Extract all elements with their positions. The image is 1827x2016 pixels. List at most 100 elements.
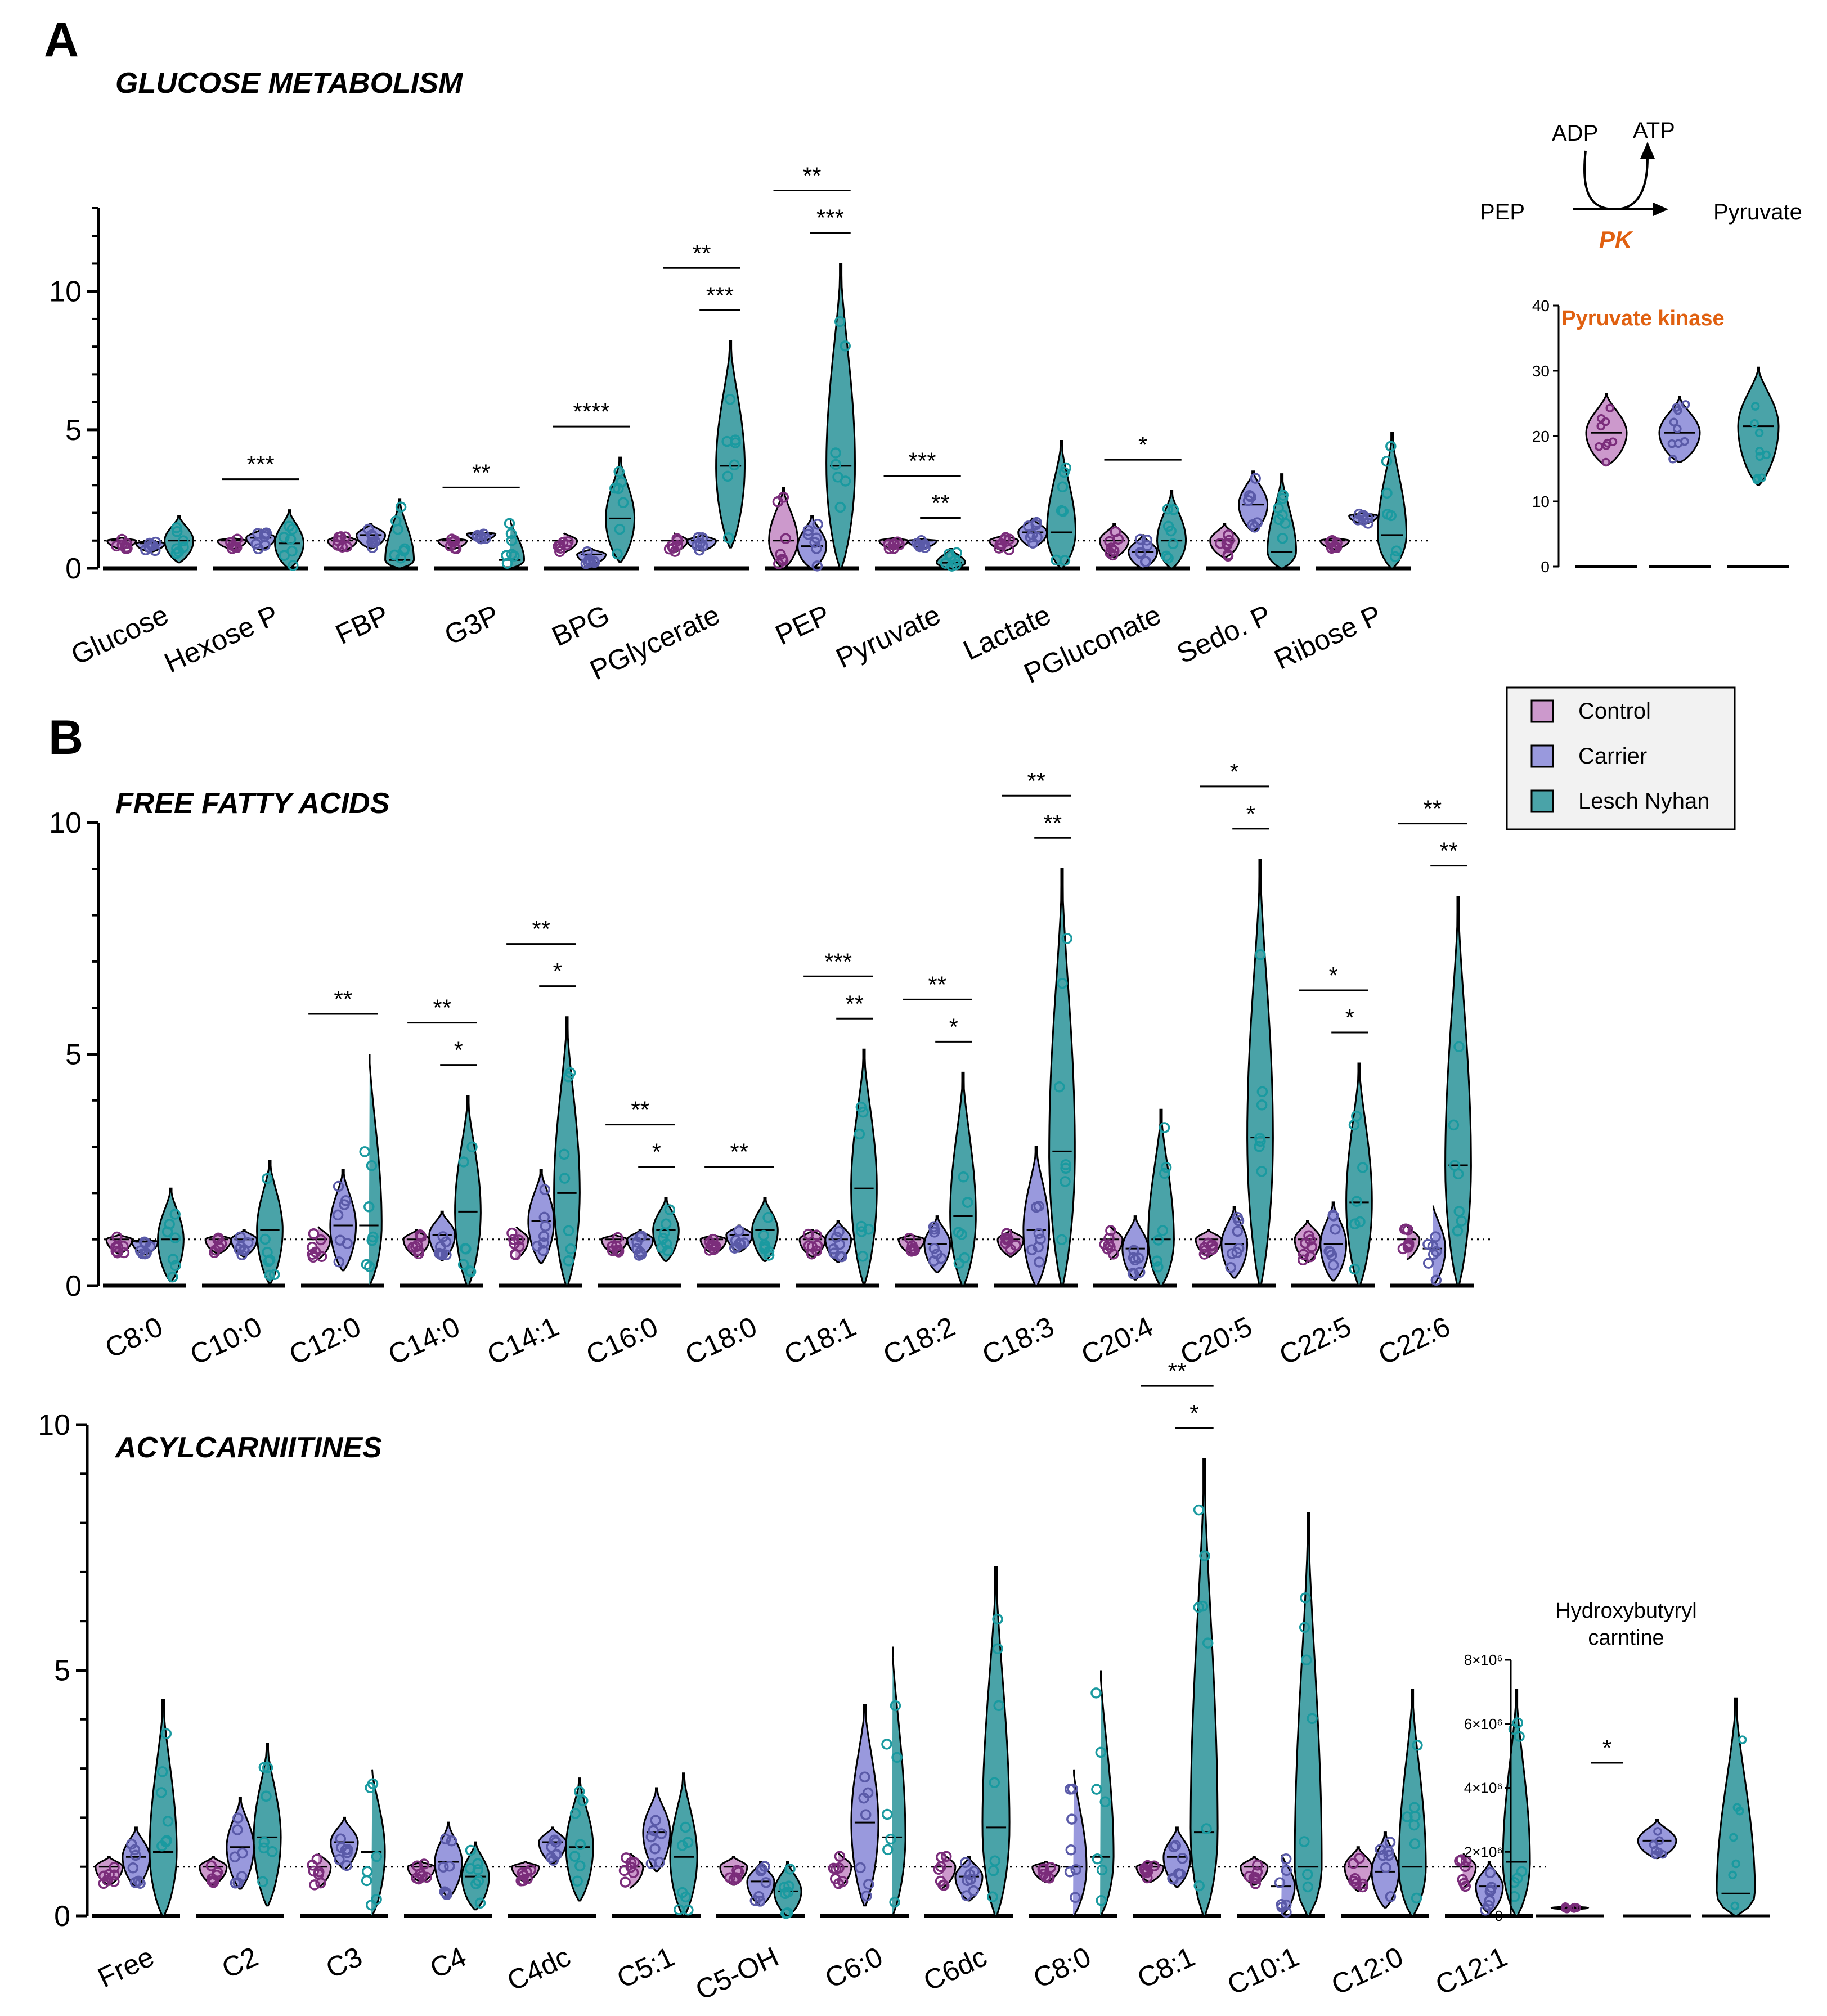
carrier-data-point <box>441 1889 452 1901</box>
significance-label: ** <box>931 490 950 517</box>
lesch-nyhan-data-point <box>987 1865 999 1876</box>
carrier-data-point <box>539 1184 551 1195</box>
control-data-point <box>307 1249 318 1260</box>
significance-label: ** <box>631 1097 649 1123</box>
pathway-enzyme: PK <box>1599 226 1633 253</box>
carrier-data-point <box>1244 490 1255 501</box>
category-c2: C2 <box>196 1743 284 1984</box>
control-data-point <box>104 1869 115 1880</box>
hb-lesch-nyhan-data-point <box>1738 1735 1747 1744</box>
category-label: Sedo. P <box>1172 599 1276 670</box>
carrier-data-point <box>812 519 823 530</box>
control-data-point <box>508 1234 519 1245</box>
significance-label: ** <box>693 240 711 266</box>
pyruvate-kinase-inset-chart: 0 10 20 30 40 Pyruvate kinase <box>1532 297 1789 576</box>
category-c18-2: C18:2 <box>878 1071 978 1371</box>
control-data-point <box>1460 1861 1471 1873</box>
lesch-nyhan-data-point <box>164 1218 175 1230</box>
control-data-point <box>1298 1249 1309 1260</box>
lesch-nyhan-data-point <box>959 1252 970 1264</box>
control-data-point <box>1142 1866 1153 1878</box>
category-label: C10:0 <box>185 1310 267 1371</box>
carrier-data-point <box>656 1828 667 1839</box>
control-data-point <box>1003 544 1014 555</box>
control-data-point <box>1325 536 1336 547</box>
lesch-nyhan-data-point <box>1061 933 1073 944</box>
lesch-nyhan-data-point <box>676 1887 688 1898</box>
carrier-data-point <box>754 1896 766 1907</box>
lesch-nyhan-data-point <box>1060 1162 1071 1174</box>
pk-lesch-nyhan-data-point <box>1762 450 1771 460</box>
lesch-nyhan-data-point <box>882 1844 894 1856</box>
control-data-point <box>109 1862 120 1873</box>
lesch-nyhan-data-point <box>170 1260 181 1272</box>
control-data-point <box>1221 537 1233 549</box>
carrier-data-point <box>1249 522 1260 533</box>
carrier-data-point <box>697 540 708 551</box>
carrier-data-point <box>645 1858 657 1869</box>
carrier-data-point <box>1035 1233 1046 1245</box>
lesch-nyhan-data-point <box>682 1837 694 1848</box>
carrier-data-point <box>1070 1892 1081 1903</box>
carrier-data-point <box>363 523 374 535</box>
category-label: C8:0 <box>100 1310 167 1364</box>
hb-lesch-nyhan-violin <box>1716 1697 1756 1917</box>
lesch-nyhan-data-point <box>1202 1637 1214 1649</box>
pk-control-data-point <box>1596 421 1605 431</box>
carrier-data-point <box>1281 1865 1292 1876</box>
lesch-nyhan-data-point <box>1273 502 1284 514</box>
significance-label: ** <box>532 916 550 942</box>
significance-c22-5: ** <box>1299 962 1368 1034</box>
carrier-data-point <box>538 1237 549 1249</box>
lesch-nyhan-data-point <box>279 532 290 543</box>
carrier-violin <box>434 1821 463 1899</box>
ffa-panel-title: FREE FATTY ACIDS <box>115 787 390 820</box>
carrier-data-point <box>549 1834 560 1846</box>
pk-carrier-data-point <box>1681 400 1690 409</box>
category-label: Hexose P <box>160 599 284 679</box>
lesch-nyhan-data-point <box>162 1816 174 1827</box>
lesch-nyhan-data-point <box>953 1258 965 1269</box>
control-data-point <box>1251 1860 1263 1871</box>
glucose-panel-title: GLUCOSE METABOLISM <box>115 67 464 100</box>
y-tick-label: 5 <box>65 1039 82 1071</box>
lesch-nyhan-data-point <box>572 1875 583 1887</box>
control-data-point <box>780 533 792 544</box>
category-label: FBP <box>331 599 394 650</box>
lesch-nyhan-data-point <box>259 1233 271 1245</box>
lesch-nyhan-data-point <box>366 1160 378 1171</box>
lesch-nyhan-data-point <box>680 1821 691 1833</box>
significance-pgluconate: * <box>1104 432 1182 461</box>
lesch-nyhan-data-point <box>1351 1110 1362 1122</box>
pk-carrier-data-point <box>1668 455 1677 464</box>
lesch-nyhan-violin <box>149 1699 178 1917</box>
category-label: C8:0 <box>1029 1941 1096 1994</box>
carrier-data-point <box>439 1833 451 1844</box>
carrier-data-point <box>129 1876 141 1888</box>
lesch-nyhan-data-point <box>167 1254 179 1265</box>
lesch-nyhan-data-point <box>160 1728 172 1739</box>
lesch-nyhan-violin <box>1444 896 1472 1287</box>
lesch-nyhan-data-point <box>1151 1255 1162 1267</box>
lesch-nyhan-data-point <box>1385 510 1397 522</box>
significance-label: ** <box>334 986 352 1012</box>
carrier-data-point <box>232 1812 244 1824</box>
control-data-point <box>892 536 903 548</box>
lesch-nyhan-violin <box>1246 859 1274 1287</box>
carrier-data-point <box>631 1236 643 1248</box>
significance-c18-2: *** <box>903 971 972 1043</box>
carrier-data-point <box>931 1248 942 1260</box>
lesch-nyhan-data-point <box>784 1864 796 1875</box>
lesch-nyhan-data-point <box>361 1875 372 1887</box>
control-data-point <box>909 1245 921 1256</box>
carrier-violin <box>329 1169 357 1272</box>
control-data-point <box>1108 545 1120 557</box>
significance-c18-0: ** <box>704 1139 774 1168</box>
legend-swatch-carrier <box>1530 744 1554 768</box>
control-data-point <box>728 1874 740 1886</box>
lesch-nyhan-data-point <box>371 1851 383 1862</box>
carrier-data-point <box>960 1857 971 1869</box>
lesch-nyhan-violin <box>1345 1062 1373 1287</box>
control-data-point <box>212 1866 223 1878</box>
pk-y-tick-label: 20 <box>1532 428 1550 445</box>
